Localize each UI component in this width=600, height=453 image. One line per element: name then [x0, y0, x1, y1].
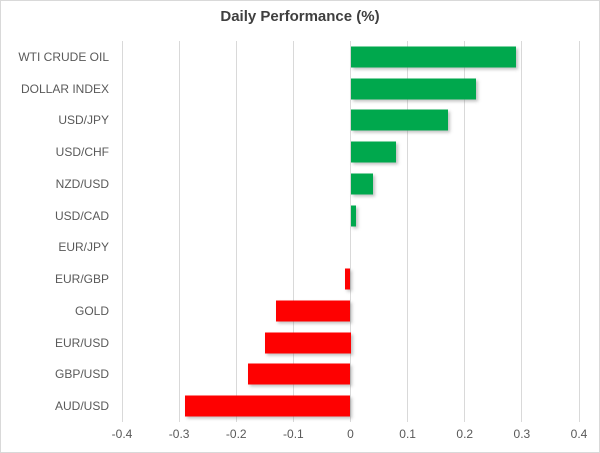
bar-gold: [276, 300, 351, 322]
gridline: [178, 41, 180, 422]
category-label: EUR/JPY: [58, 240, 109, 255]
bar-row: [122, 200, 579, 232]
bar-usd-chf: [350, 141, 397, 163]
x-tick-label: 0.3: [513, 427, 531, 441]
bar-usd-jpy: [350, 109, 448, 131]
category-label: AUD/USD: [54, 399, 109, 414]
category-label: EUR/GBP: [54, 272, 109, 287]
category-label: GBP/USD: [54, 367, 109, 382]
bar-wti-crude-oil: [350, 46, 517, 68]
category-label: USD/CHF: [55, 145, 109, 160]
gridline: [292, 41, 294, 422]
x-tick-label: 0.1: [399, 427, 416, 441]
x-tick-label: 0.4: [570, 427, 588, 441]
bar-eur-usd: [264, 332, 351, 354]
x-tick-label: -0.4: [111, 427, 133, 441]
chart-title: Daily Performance (%): [220, 8, 380, 25]
gridline: [350, 41, 351, 422]
category-label: EUR/USD: [54, 335, 109, 350]
category-label: NZD/USD: [55, 176, 109, 191]
gridline: [578, 41, 580, 422]
bar-aud-usd: [184, 395, 351, 417]
bar-row: [122, 327, 579, 359]
x-tick-label: -0.1: [283, 427, 304, 441]
x-tick-label: -0.3: [168, 427, 190, 441]
bar-eur-gbp: [344, 268, 351, 290]
gridline: [235, 41, 237, 422]
bar-nzd-usd: [350, 173, 374, 195]
value-axis-labels: -0.4 -0.3 -0.2 -0.1 0 0.1 0.2 0.3 0.4: [112, 427, 588, 443]
gridline: [521, 41, 523, 422]
category-axis-labels: WTI CRUDE OIL DOLLAR INDEX USD/JPY USD/CHF N…: [1, 41, 109, 422]
category-label: USD/JPY: [58, 113, 109, 128]
bar-row: [122, 295, 579, 327]
bar-row: [122, 136, 579, 168]
bar-row: [122, 263, 579, 295]
x-tick-label: 0: [347, 427, 354, 441]
x-tick-label: 0.2: [456, 427, 474, 441]
bar-row: [122, 73, 579, 105]
bar-dollar-index: [350, 78, 477, 100]
bar-gbp-usd: [247, 363, 351, 385]
bar-row: [122, 390, 579, 422]
category-label: USD/CAD: [54, 208, 109, 223]
category-label: DOLLAR INDEX: [20, 81, 109, 96]
gridline: [121, 41, 123, 422]
bar-row: [122, 105, 579, 137]
bar-row: [122, 232, 579, 264]
plot-area: [121, 41, 580, 422]
category-label: GOLD: [74, 303, 109, 318]
bar-row: [122, 41, 579, 73]
bar-row: [122, 359, 579, 391]
gridline: [464, 41, 466, 422]
bar-row: [122, 168, 579, 200]
gridline: [407, 41, 409, 422]
bar-usd-cad: [350, 205, 357, 227]
x-tick-label: -0.2: [225, 427, 247, 441]
category-label: WTI CRUDE OIL: [18, 49, 109, 64]
